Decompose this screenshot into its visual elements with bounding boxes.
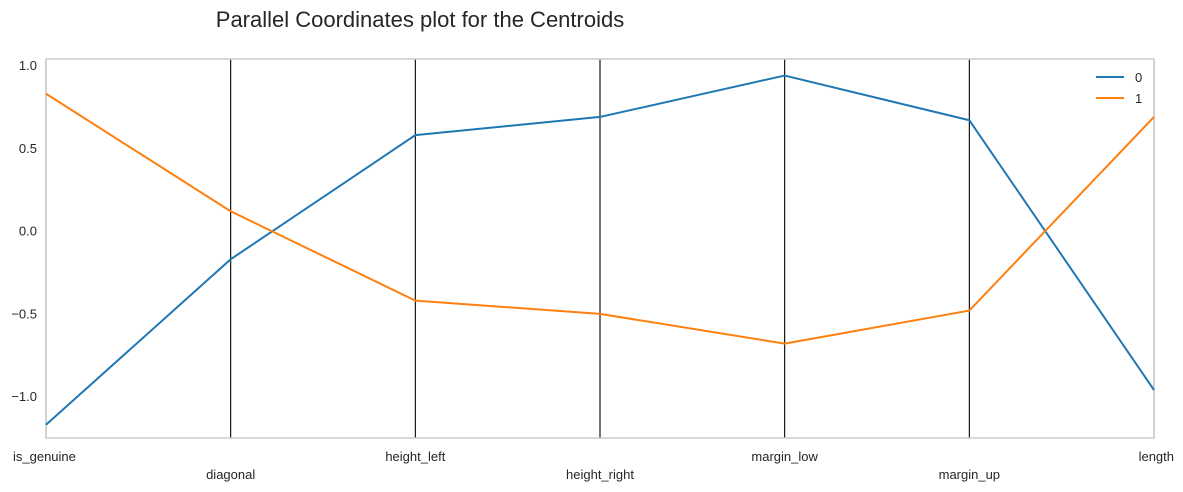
x-tick-label-margin-up: margin_up [939, 467, 1000, 482]
x-tick-label-height-left: height_left [385, 449, 445, 464]
legend-label-1: 1 [1135, 91, 1142, 106]
y-tick-label: 1.0 [19, 58, 37, 73]
x-tick-labels: is_genuine diagonal height_left height_righ… [13, 449, 1174, 482]
chart-title: Parallel Coordinates plot for the Centro… [216, 7, 624, 32]
y-tick-label: −1.0 [11, 389, 37, 404]
x-tick-label-height-right: height_right [566, 467, 634, 482]
x-tick-label-diagonal: diagonal [206, 467, 255, 482]
y-tick-label: 0.5 [19, 141, 37, 156]
x-tick-label-is-genuine: is_genuine [13, 449, 76, 464]
legend: 01 [1096, 70, 1142, 106]
x-tick-label-length: length [1139, 449, 1174, 464]
series-lines [45, 74, 1155, 426]
legend-label-0: 0 [1135, 70, 1142, 85]
y-tick-label: 0.0 [19, 224, 37, 239]
y-tick-label: −0.5 [11, 306, 37, 321]
x-tick-label-margin-low: margin_low [751, 449, 818, 464]
plot-frame [45, 58, 1155, 439]
y-tick-labels: 1.0 0.5 0.0 −0.5 −1.0 [11, 58, 37, 404]
